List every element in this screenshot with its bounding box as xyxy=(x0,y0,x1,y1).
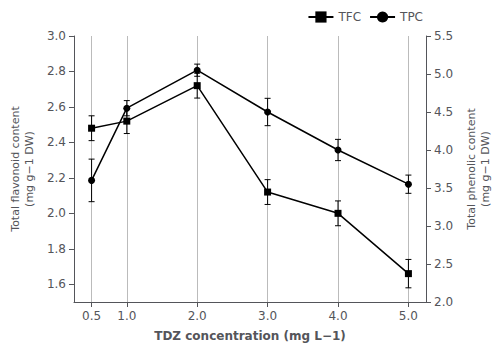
svg-text:1.8: 1.8 xyxy=(47,242,66,256)
svg-text:(mg g−1 DW): (mg g−1 DW) xyxy=(23,131,36,207)
svg-text:2.0: 2.0 xyxy=(47,206,66,220)
svg-text:2.5: 2.5 xyxy=(434,257,453,271)
svg-text:4.5: 4.5 xyxy=(434,105,453,119)
svg-text:3.5: 3.5 xyxy=(434,181,453,195)
svg-text:2.6: 2.6 xyxy=(47,100,66,114)
svg-text:Total flavonoid content: Total flavonoid content xyxy=(9,106,22,233)
svg-text:2.0: 2.0 xyxy=(434,295,453,309)
svg-text:0.5: 0.5 xyxy=(82,309,101,323)
svg-text:4.0: 4.0 xyxy=(434,143,453,157)
svg-text:1.6: 1.6 xyxy=(47,277,66,291)
svg-text:TPC: TPC xyxy=(399,10,423,24)
svg-text:TDZ concentration (mg L−1): TDZ concentration (mg L−1) xyxy=(154,329,346,343)
svg-text:TFC: TFC xyxy=(337,10,361,24)
svg-text:Total phenolic content: Total phenolic content xyxy=(465,108,478,231)
svg-text:2.0: 2.0 xyxy=(188,309,207,323)
svg-text:5.0: 5.0 xyxy=(434,67,453,81)
svg-text:1.0: 1.0 xyxy=(117,309,136,323)
svg-text:4.0: 4.0 xyxy=(328,309,347,323)
svg-text:3.0: 3.0 xyxy=(47,29,66,43)
svg-text:2.4: 2.4 xyxy=(47,135,66,149)
svg-text:(mg g−1 DW): (mg g−1 DW) xyxy=(479,131,492,207)
svg-text:3.0: 3.0 xyxy=(258,309,277,323)
svg-text:5.0: 5.0 xyxy=(399,309,418,323)
svg-text:3.0: 3.0 xyxy=(434,219,453,233)
svg-text:2.2: 2.2 xyxy=(47,171,66,185)
svg-text:2.8: 2.8 xyxy=(47,64,66,78)
svg-text:5.5: 5.5 xyxy=(434,29,453,43)
